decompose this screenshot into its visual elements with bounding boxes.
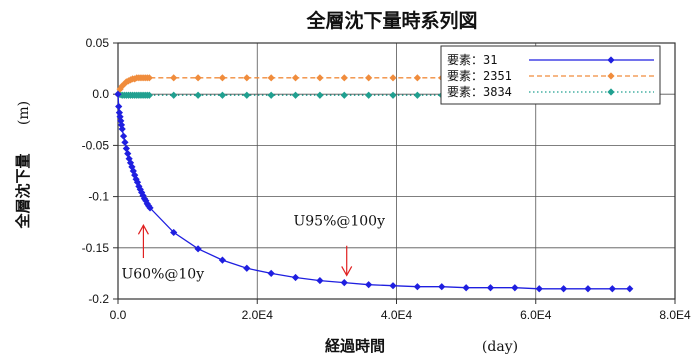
series-2-point-26 bbox=[413, 91, 421, 99]
series-1-point-22 bbox=[316, 74, 324, 82]
series-1-point-17 bbox=[194, 74, 202, 82]
x-tick-label-3: 6.0E4 bbox=[520, 308, 552, 322]
series-0-point-26 bbox=[146, 204, 154, 212]
series-1-point-20 bbox=[267, 74, 275, 82]
series-0-point-1 bbox=[115, 102, 123, 111]
series-0-point-8 bbox=[121, 138, 129, 146]
series-0-point-41 bbox=[511, 284, 519, 292]
legend-label-0: 要素：31 bbox=[447, 53, 497, 67]
series-0-point-44 bbox=[584, 285, 592, 293]
series-2-point-21 bbox=[291, 91, 300, 99]
y-tick-label-3: -0.1 bbox=[88, 190, 109, 204]
y-tick-label-1: 0.0 bbox=[92, 87, 109, 101]
series-line-0 bbox=[117, 94, 630, 290]
series-1-point-16 bbox=[170, 74, 178, 82]
series-0-point-30 bbox=[243, 264, 251, 272]
series-0-point-34 bbox=[340, 279, 348, 287]
series-0-point-27 bbox=[170, 228, 178, 237]
x-tick-label-4: 8.0E4 bbox=[659, 308, 691, 322]
series-1-point-18 bbox=[218, 74, 227, 82]
series-0-point-33 bbox=[316, 276, 324, 285]
series-0 bbox=[114, 90, 634, 293]
x-tick-label-1: 2.0E4 bbox=[242, 308, 274, 322]
series-1-point-25 bbox=[389, 74, 397, 82]
legend: 要素：31 要素：2351 要素：3834 bbox=[440, 45, 661, 105]
legend-box bbox=[440, 45, 661, 105]
series-0-point-28 bbox=[194, 245, 202, 253]
y-tick-label-4: -0.15 bbox=[82, 241, 110, 255]
y-axis-ticks: 0.05 0.0 -0.05 -0.1 -0.15 -0.2 bbox=[82, 36, 118, 306]
annotation-arrow-head-1 bbox=[341, 266, 353, 277]
series-0-point-9 bbox=[122, 144, 130, 153]
series-2-point-19 bbox=[243, 91, 251, 99]
series-0-point-32 bbox=[291, 273, 300, 282]
series-layer bbox=[114, 74, 634, 293]
y-tick-label-0: 0.05 bbox=[86, 36, 110, 50]
series-1 bbox=[114, 74, 446, 98]
y-axis-label-group: 全層沈下量 (m) bbox=[14, 101, 32, 230]
series-1-point-15 bbox=[145, 74, 153, 82]
legend-label-1: 要素：2351 bbox=[447, 69, 512, 83]
y-axis-label: 全層沈下量 bbox=[14, 153, 32, 229]
series-2-point-16 bbox=[170, 91, 178, 99]
series-2-point-22 bbox=[316, 91, 324, 99]
series-2-point-15 bbox=[145, 91, 153, 99]
annotation-label-1: U95%@100y bbox=[293, 213, 385, 229]
series-0-point-35 bbox=[365, 281, 373, 289]
series-2-point-23 bbox=[340, 91, 348, 99]
y-tick-label-2: -0.05 bbox=[82, 138, 110, 152]
series-0-point-40 bbox=[486, 284, 495, 292]
series-0-point-42 bbox=[535, 285, 543, 293]
series-0-point-45 bbox=[608, 285, 616, 293]
x-axis-ticks: 0.0 2.0E4 4.0E4 6.0E4 8.0E4 bbox=[110, 299, 691, 322]
x-axis-label: 経過時間 bbox=[325, 337, 385, 355]
legend-marker-0 bbox=[607, 56, 615, 64]
series-0-point-0 bbox=[114, 90, 122, 98]
series-0-point-37 bbox=[413, 283, 421, 291]
series-0-point-36 bbox=[389, 282, 397, 290]
series-1-point-23 bbox=[340, 74, 348, 82]
series-0-point-39 bbox=[462, 284, 470, 292]
series-0-point-29 bbox=[218, 256, 227, 264]
x-tick-label-2: 4.0E4 bbox=[381, 308, 413, 322]
series-0-point-43 bbox=[560, 285, 568, 293]
annotation-arrow-head-0 bbox=[137, 224, 149, 235]
series-1-point-21 bbox=[291, 74, 300, 82]
series-0-point-46 bbox=[626, 285, 634, 293]
legend-marker-2 bbox=[607, 88, 615, 96]
x-tick-label-0: 0.0 bbox=[110, 308, 127, 322]
series-0-point-10 bbox=[124, 149, 132, 158]
chart-title: 全層沈下量時系列図 bbox=[305, 9, 477, 32]
series-2-point-18 bbox=[218, 91, 227, 99]
series-2-point-25 bbox=[389, 91, 397, 99]
series-2 bbox=[114, 90, 446, 99]
series-0-point-31 bbox=[267, 269, 275, 277]
series-2-point-17 bbox=[194, 91, 202, 99]
x-axis-unit: (day) bbox=[482, 339, 518, 355]
legend-label-2: 要素：3834 bbox=[447, 85, 512, 99]
series-0-point-7 bbox=[119, 132, 128, 140]
annotation-layer: U60%@10y U95%@100y bbox=[121, 213, 385, 282]
series-0-point-6 bbox=[118, 125, 126, 133]
annotation-label-0: U60%@10y bbox=[121, 267, 204, 283]
series-1-point-19 bbox=[243, 74, 251, 82]
series-1-point-24 bbox=[365, 74, 373, 82]
series-2-point-20 bbox=[267, 91, 275, 99]
series-0-point-38 bbox=[438, 283, 446, 291]
y-tick-label-5: -0.2 bbox=[88, 292, 109, 306]
series-1-point-26 bbox=[413, 74, 421, 82]
series-2-point-24 bbox=[365, 91, 373, 99]
legend-marker-1 bbox=[607, 72, 615, 80]
y-axis-unit: (m) bbox=[16, 101, 32, 125]
